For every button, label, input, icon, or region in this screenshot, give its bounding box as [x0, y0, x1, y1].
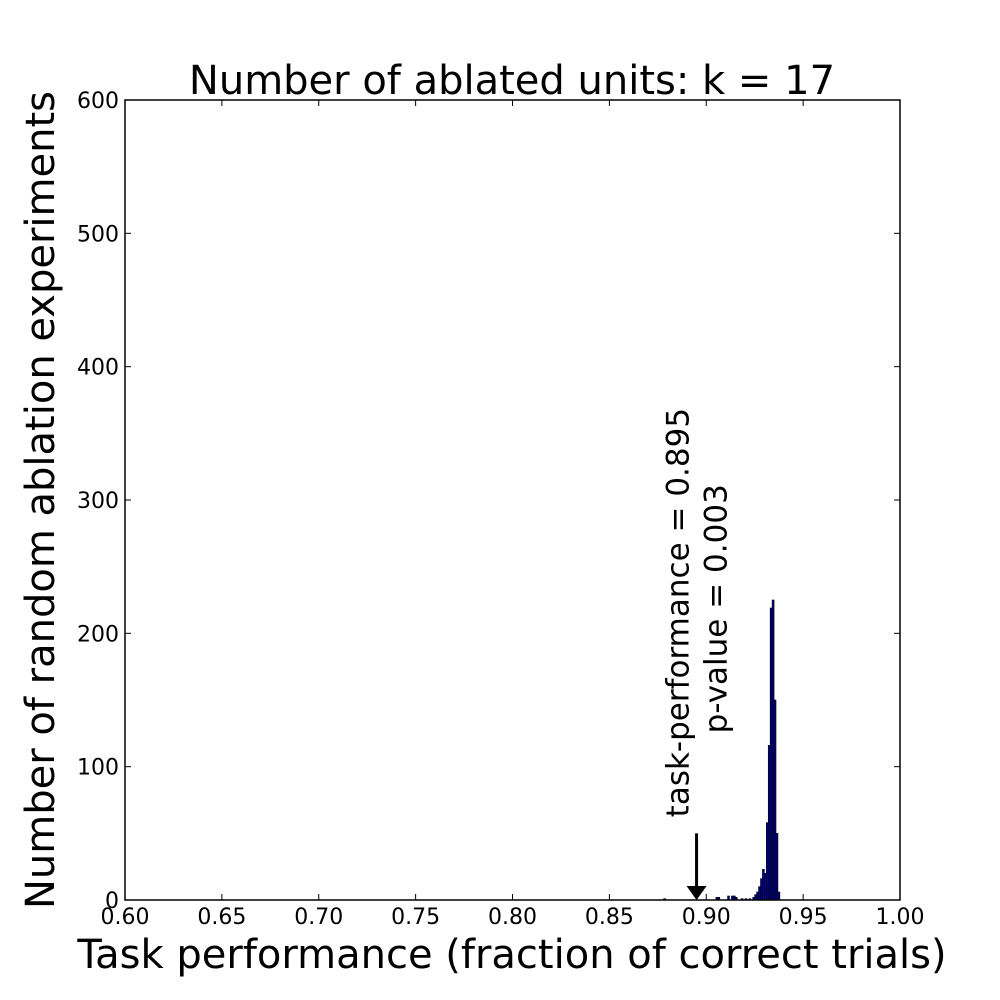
y-axis-ticks: 0 100 200 300 400 500 600 — [77, 89, 900, 914]
y-axis-label: Number of random ablation experiments — [18, 91, 64, 909]
x-tick-label: 0.60 — [101, 905, 150, 930]
chart-title: Number of ablated units: k = 17 — [189, 58, 835, 104]
x-axis-label: Task performance (fraction of correct tr… — [76, 932, 946, 978]
histogram-bars — [663, 599, 781, 901]
y-tick-label: 300 — [77, 489, 119, 514]
y-tick-label: 200 — [77, 622, 119, 647]
histogram-bar — [777, 891, 781, 901]
x-tick-label: 0.70 — [294, 905, 343, 930]
x-tick-label: 0.80 — [488, 905, 537, 930]
annotation-arrow — [686, 833, 707, 900]
x-tick-label: 0.85 — [585, 905, 634, 930]
y-tick-label: 100 — [77, 756, 119, 781]
y-tick-label: 600 — [77, 89, 119, 114]
y-tick-label: 0 — [105, 889, 119, 914]
annotation-p-value: p-value = 0.003 — [699, 484, 735, 733]
x-tick-label: 1.00 — [876, 905, 925, 930]
x-axis-ticks: 0.60 0.65 0.70 0.75 0.80 0.85 0.90 0.95 1.00 — [101, 100, 925, 930]
y-tick-label: 500 — [77, 222, 119, 247]
annotation-task-performance: task-performance = 0.895 — [661, 408, 697, 817]
x-tick-label: 0.90 — [682, 905, 731, 930]
arrow-head — [686, 886, 707, 900]
plot-frame — [124, 99, 901, 901]
x-tick-label: 0.65 — [197, 905, 246, 930]
x-tick-label: 0.95 — [779, 905, 828, 930]
x-tick-label: 0.75 — [391, 905, 440, 930]
histogram-bar — [775, 833, 779, 901]
y-tick-label: 400 — [77, 356, 119, 381]
